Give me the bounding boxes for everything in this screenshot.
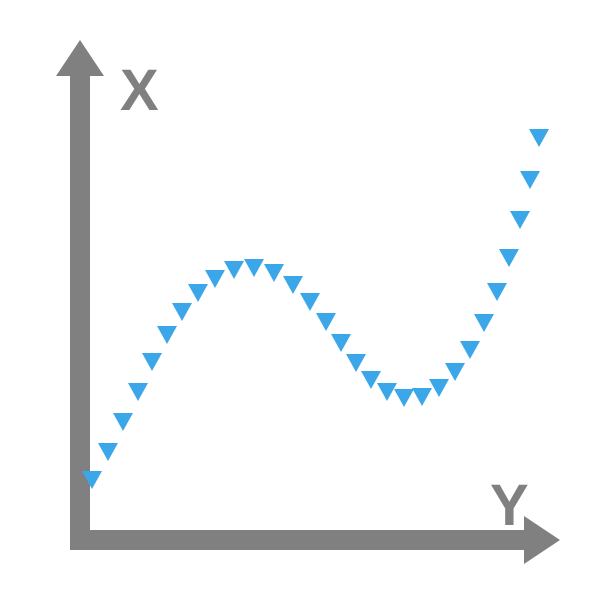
chart-svg: XY xyxy=(0,0,600,600)
chart-icon: XY xyxy=(0,0,600,600)
y-axis-label: Y xyxy=(490,473,529,538)
x-axis-label: X xyxy=(120,58,159,123)
